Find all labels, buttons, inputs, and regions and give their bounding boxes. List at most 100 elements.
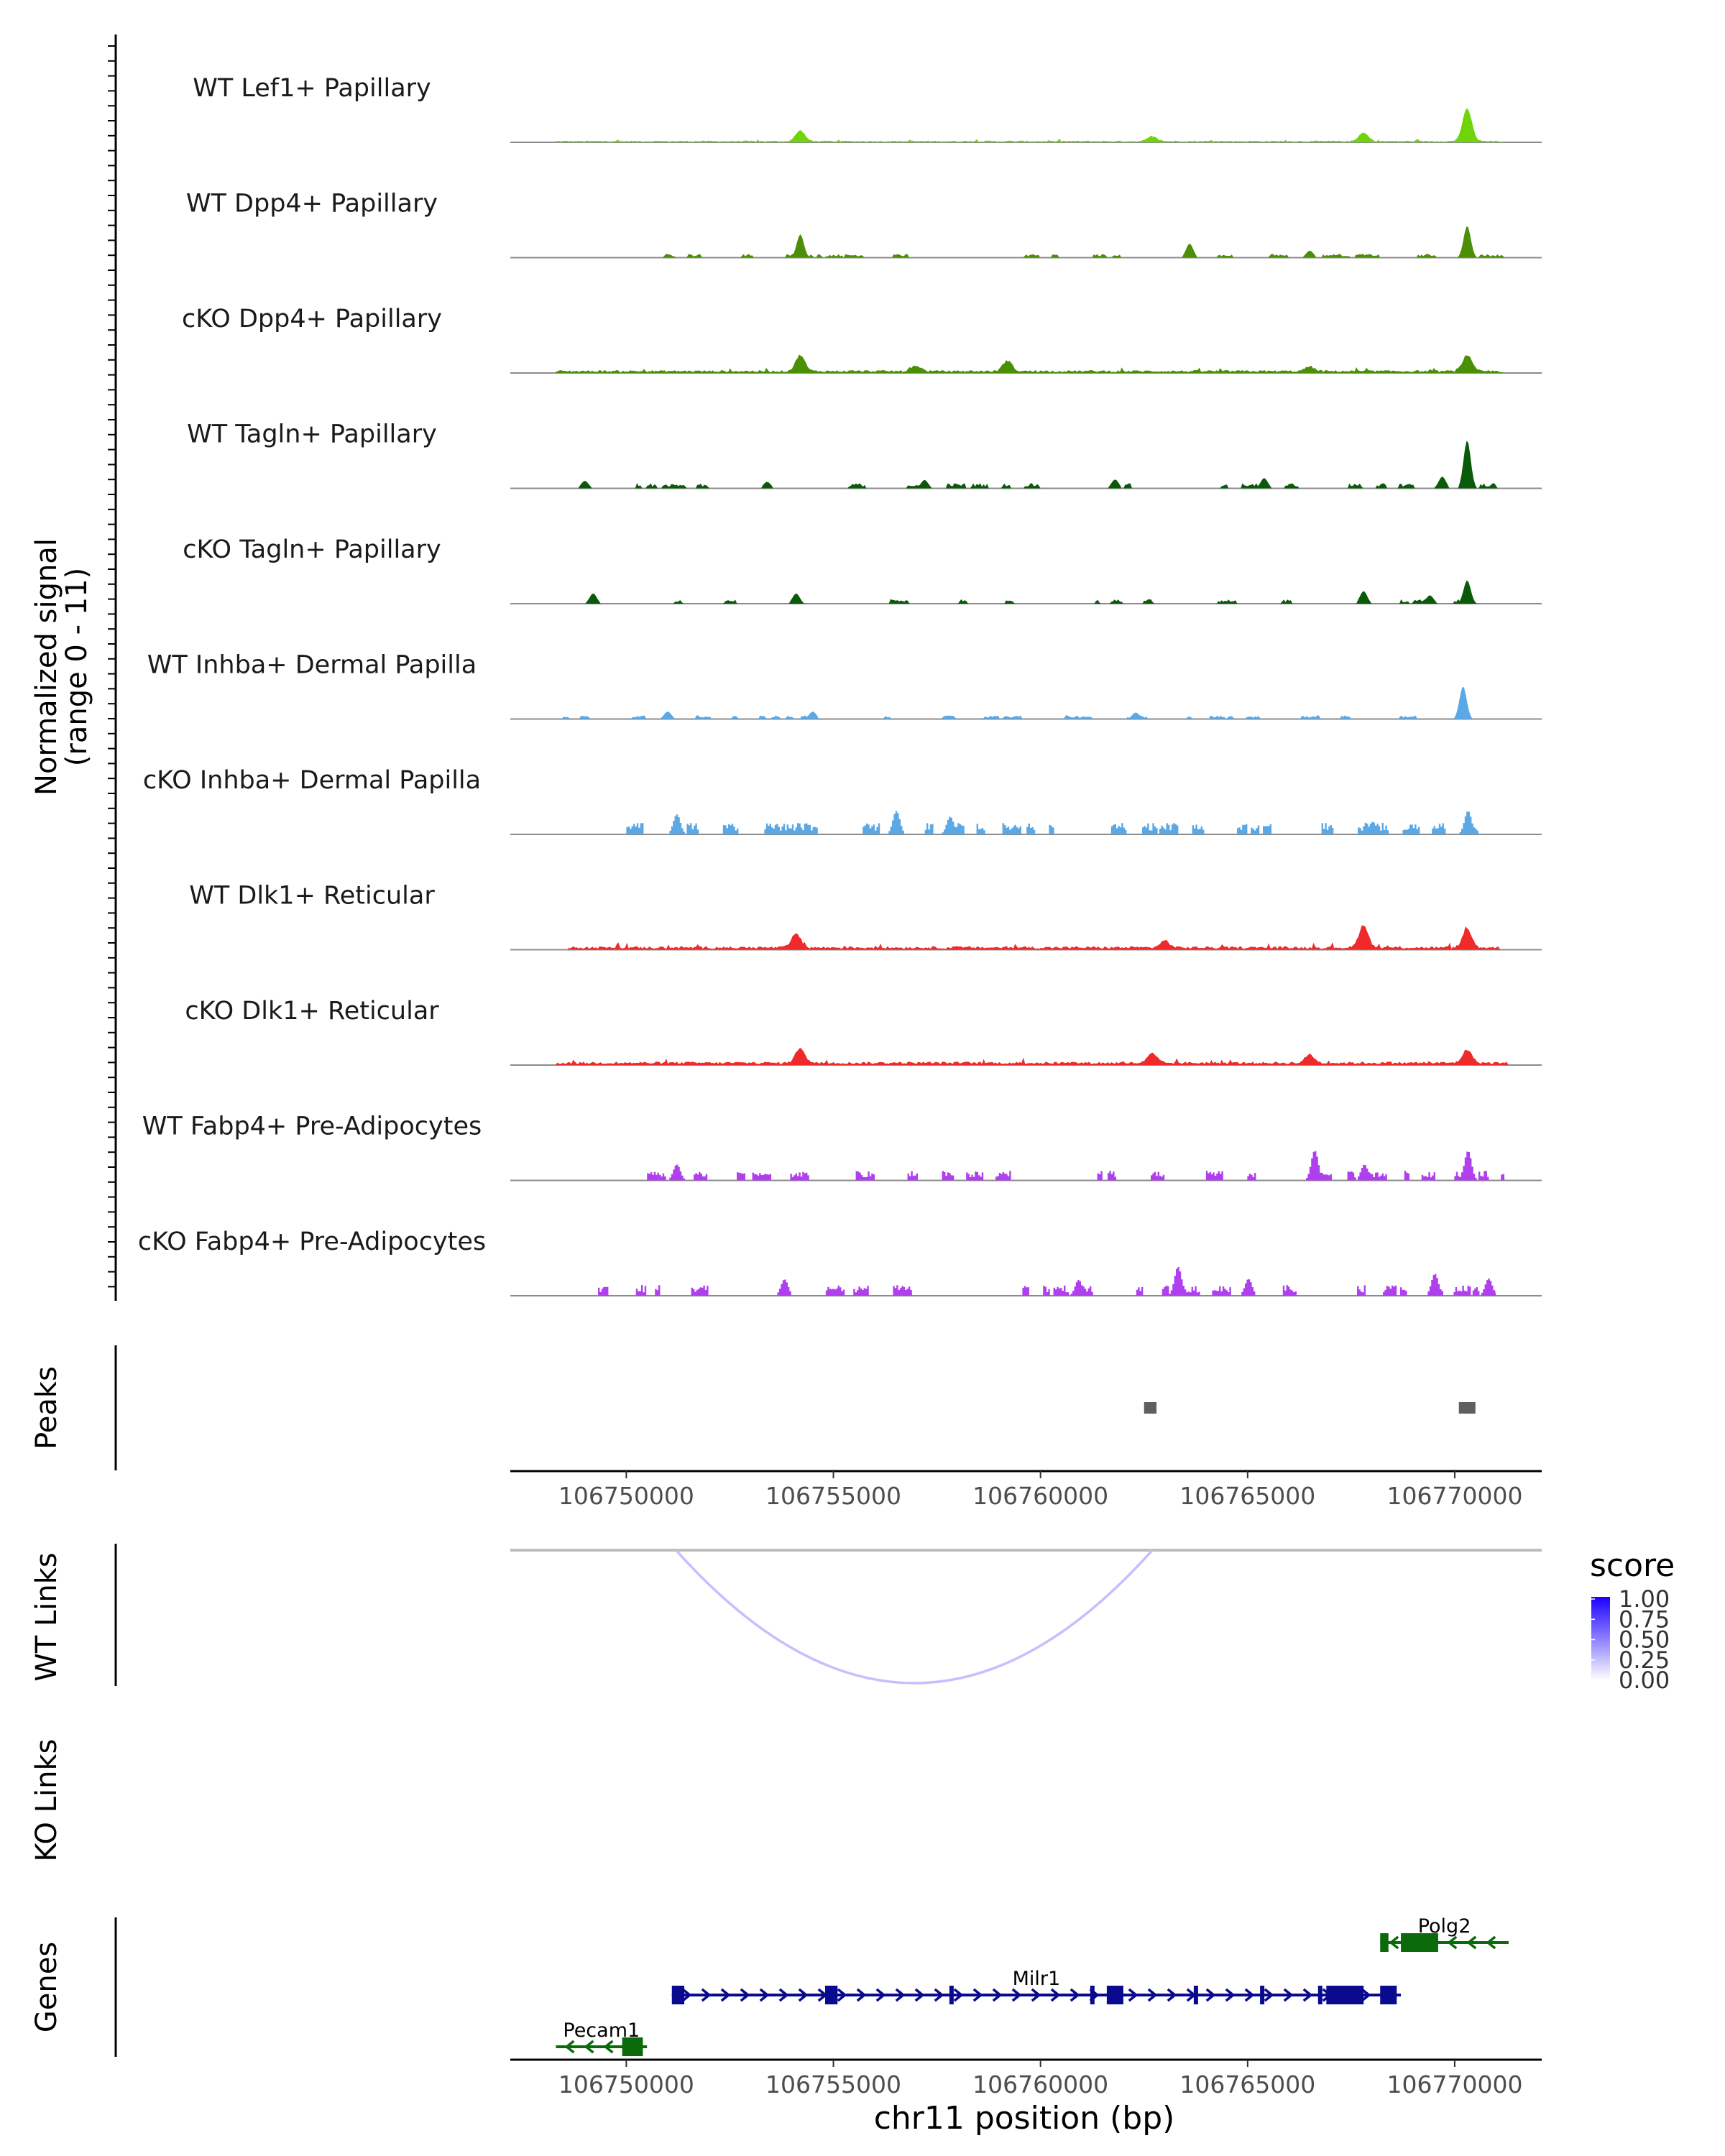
gene-exon — [1380, 1986, 1397, 2004]
x-tick-label: 106770000 — [1386, 2070, 1522, 2099]
gene-exon — [1090, 1986, 1095, 2004]
gene-model: Polg2 — [1380, 1915, 1509, 1952]
gene-exon — [949, 1986, 954, 2004]
strand-chevron — [1389, 1935, 1399, 1950]
coverage-track: cKO Fabp4+ Pre-Adipocytes — [138, 1227, 1542, 1296]
coverage-track: cKO Dlk1+ Reticular — [185, 997, 1542, 1066]
legend-break-label: 0.25 — [1619, 1646, 1670, 1674]
track-label: cKO Inhba+ Dermal Papilla — [143, 766, 481, 795]
track-label: cKO Dpp4+ Papillary — [182, 305, 442, 333]
track-label: cKO Tagln+ Papillary — [183, 535, 441, 564]
peak-intervals — [1144, 1402, 1476, 1414]
x-tick-label: 106755000 — [765, 1482, 901, 1510]
coverage-track: WT Dpp4+ Papillary — [186, 190, 1542, 259]
genes-panel: Genes Pecam1 Milr1 Polg2 106750000 10675500… — [30, 1915, 1542, 2137]
gene-exon — [1106, 1986, 1123, 2004]
track-label: WT Fabp4+ Pre-Adipocytes — [142, 1112, 482, 1141]
track-signal-area — [647, 1151, 1505, 1181]
ko-links-label: KO Links — [30, 1739, 63, 1862]
genes-x-ticks: 106750000 106755000 106760000 106765000 1067… — [558, 2060, 1522, 2099]
legend-breaks: 1.000.750.500.250.00 — [1591, 1585, 1670, 1694]
strand-chevron — [1205, 1988, 1216, 2002]
x-tick-label: 106765000 — [1179, 2070, 1315, 2099]
strand-chevron — [759, 1988, 770, 2002]
strand-chevron — [1466, 1935, 1477, 1950]
track-signal-area — [556, 1048, 1509, 1065]
coverage-track: WT Tagln+ Papillary — [187, 420, 1542, 489]
strand-chevron — [1447, 1935, 1458, 1950]
track-signal-area — [568, 925, 1501, 950]
track-label: WT Tagln+ Papillary — [187, 420, 437, 449]
gene-exon — [671, 1986, 685, 2004]
strand-chevron — [720, 1988, 731, 2002]
gene-models: Pecam1 Milr1 Polg2 — [556, 1915, 1509, 2056]
coverage-y-label-line1: Normalized signal — [30, 538, 63, 796]
track-label: WT Dpp4+ Papillary — [186, 190, 438, 218]
track-label: cKO Fabp4+ Pre-Adipocytes — [138, 1227, 486, 1256]
gene-exon — [1326, 1986, 1364, 2004]
coverage-track: WT Fabp4+ Pre-Adipocytes — [142, 1112, 1542, 1181]
peak-interval — [1144, 1402, 1157, 1414]
track-signal-area — [556, 354, 1505, 373]
gene-exon — [1260, 1986, 1265, 2004]
x-axis-title: chr11 position (bp) — [874, 2100, 1175, 2137]
coverage-track: cKO Tagln+ Papillary — [183, 535, 1542, 604]
strand-chevron — [584, 2040, 594, 2054]
gene-name-label: Milr1 — [1013, 1968, 1061, 1990]
x-tick-label: 106760000 — [972, 1482, 1108, 1510]
track-signal-area — [556, 108, 1505, 142]
strand-chevron — [1147, 1988, 1158, 2002]
peaks-panel: Peaks 106750000 106755000 106760000 1067650… — [30, 1345, 1542, 1510]
coverage-track: WT Inhba+ Dermal Papilla — [147, 651, 1542, 720]
strand-chevron — [895, 1988, 906, 2002]
strand-chevron — [1225, 1988, 1236, 2002]
strand-chevron — [914, 1988, 925, 2002]
genes-label: Genes — [30, 1942, 63, 2032]
coverage-y-ticks — [108, 45, 116, 1288]
gene-exon — [1380, 1933, 1389, 1952]
strand-chevron — [740, 1988, 750, 2002]
track-signal-area — [605, 811, 1501, 834]
peaks-x-ticks: 106750000 106755000 106760000 106765000 1067… — [558, 1471, 1522, 1510]
track-signal-area — [556, 580, 1505, 604]
track-label: WT Dlk1+ Reticular — [189, 882, 435, 911]
strand-chevron — [1264, 1988, 1274, 2002]
strand-chevron — [1031, 1988, 1041, 2002]
coverage-track: cKO Inhba+ Dermal Papilla — [143, 766, 1542, 835]
coverage-tracks: WT Lef1+ Papillary WT Dpp4+ Papillary cKO … — [138, 74, 1542, 1296]
track-signal-area — [626, 226, 1505, 258]
wt-links-label: WT Links — [30, 1552, 63, 1681]
track-label: WT Inhba+ Dermal Papilla — [147, 651, 477, 680]
peaks-label: Peaks — [30, 1366, 63, 1450]
coverage-track: cKO Dpp4+ Papillary — [182, 305, 1542, 374]
x-tick-label: 106760000 — [972, 2070, 1108, 2099]
strand-chevron — [934, 1988, 944, 2002]
gene-model: Milr1 — [671, 1968, 1402, 2004]
x-tick-label: 106770000 — [1386, 1482, 1522, 1510]
peak-interval — [1458, 1402, 1476, 1414]
strand-chevron — [701, 1988, 712, 2002]
strand-chevron — [837, 1988, 847, 2002]
legend-title: score — [1590, 1547, 1675, 1584]
gene-exon — [1401, 1933, 1438, 1952]
strand-chevron — [953, 1988, 964, 2002]
strand-chevron — [875, 1988, 886, 2002]
links-panel: WT Links KO Links — [30, 1544, 1542, 1862]
coverage-panel: Normalized signal (range 0 - 11) WT Lef1… — [30, 34, 1542, 1301]
gene-name-label: Polg2 — [1418, 1915, 1471, 1938]
strand-chevron — [856, 1988, 867, 2002]
coverage-track: WT Lef1+ Papillary — [193, 74, 1542, 143]
gene-name-label: Pecam1 — [563, 2019, 640, 2042]
strand-chevron — [972, 1988, 983, 2002]
x-tick-label: 106765000 — [1179, 1482, 1315, 1510]
strand-chevron — [564, 2040, 575, 2054]
strand-chevron — [1302, 1988, 1313, 2002]
gene-model: Pecam1 — [556, 2019, 648, 2056]
strand-chevron — [1167, 1988, 1177, 2002]
strand-chevron — [1070, 1988, 1080, 2002]
track-signal-area — [576, 441, 1509, 489]
coverage-track: WT Dlk1+ Reticular — [189, 882, 1542, 951]
track-signal-area — [560, 687, 1505, 719]
x-tick-label: 106750000 — [558, 2070, 694, 2099]
